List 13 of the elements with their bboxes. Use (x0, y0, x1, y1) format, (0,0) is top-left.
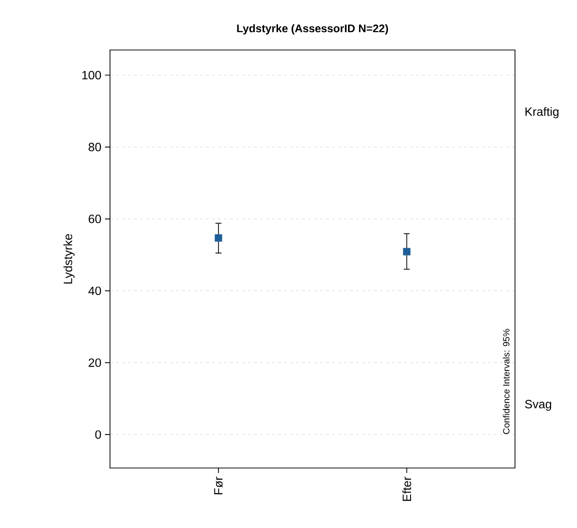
text: Svag (525, 400, 552, 411)
y-axis-title: Lydstyrke (63, 234, 75, 284)
x-tick-label: Efter (402, 476, 412, 501)
chart-title: Lydstyrke (AssessorID N=22) (237, 24, 388, 34)
annotation: Confidence Intervals: 95% (502, 328, 510, 434)
y-tick-label: 60 (88, 214, 102, 224)
y-tick-label: 100 (82, 70, 101, 80)
y-tick-label: 0 (95, 430, 102, 439)
y-tick-label: 40 (88, 286, 102, 296)
text: Kraftig (526, 107, 558, 118)
y-tick-label: 20 (88, 358, 102, 367)
x-tick-label: Før (214, 476, 223, 494)
y-tick-label: 80 (88, 142, 102, 152)
